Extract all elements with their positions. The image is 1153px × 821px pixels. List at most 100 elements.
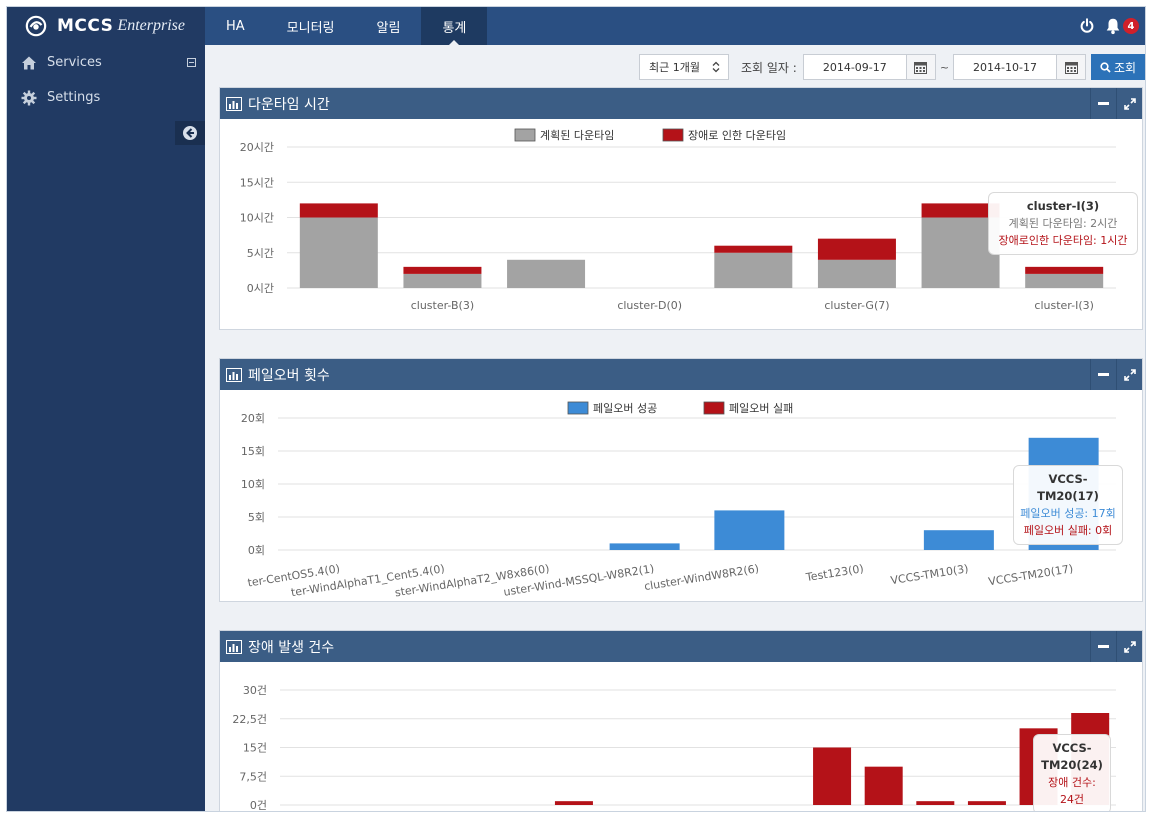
bar — [403, 273, 482, 288]
start-date-input[interactable]: 2014-09-17 — [802, 54, 907, 80]
y-tick-label: 0시간 — [247, 282, 274, 295]
chart-tooltip: VCCS-TM20(17) 페일오버 성공: 17회 페일오버 실패: 0회 — [1013, 465, 1123, 545]
bell-icon[interactable] — [1104, 17, 1122, 35]
minimize-button[interactable] — [1090, 631, 1116, 662]
panel-header: 장애 발생 건수 — [220, 631, 1142, 662]
y-tick-label: 15시간 — [240, 176, 274, 189]
sidebar-toggle-button[interactable] — [175, 121, 205, 145]
x-tick-label: cluster-I(3) — [1034, 299, 1094, 312]
bar — [714, 245, 793, 253]
brand-name: MCCS — [57, 16, 114, 36]
tab-alerts[interactable]: 알림 — [376, 20, 401, 36]
tooltip-title: VCCS- — [1052, 741, 1092, 755]
bar — [507, 259, 586, 288]
brand-logo[interactable]: MCCS Enterprise — [7, 7, 205, 45]
tab-ha[interactable]: HA — [226, 18, 245, 34]
bar — [554, 801, 593, 805]
bar — [864, 766, 903, 805]
end-date-input[interactable]: 2014-10-17 — [953, 54, 1058, 80]
calendar-icon — [914, 61, 928, 74]
tooltip-title: cluster-I(3) — [1026, 199, 1100, 213]
x-tick-label: VCCS-TM10(3) — [890, 562, 970, 587]
date-separator: ~ — [939, 60, 950, 74]
x-tick-label: cluster-B(3) — [411, 299, 474, 312]
brand-edition: Enterprise — [117, 17, 185, 34]
search-button-label: 조회 — [1113, 60, 1137, 75]
top-actions: 4 — [1070, 7, 1139, 45]
search-button[interactable]: 조회 — [1091, 54, 1145, 80]
panel-header: 다운타임 시간 — [220, 88, 1142, 119]
y-tick-label: 15건 — [243, 742, 267, 755]
legend-swatch — [567, 401, 589, 415]
chart-icon — [226, 367, 242, 382]
tooltip-line: 장애로인한 다운타임: 1시간 — [998, 234, 1128, 247]
legend-label: 장애로 인한 다운타임 — [688, 129, 786, 142]
y-tick-label: 7,5건 — [239, 770, 267, 783]
y-tick-label: 0회 — [248, 544, 265, 557]
bar — [299, 203, 378, 218]
bar — [916, 801, 955, 805]
legend-swatch — [662, 128, 684, 142]
sidebar-item-services[interactable]: Services — [7, 45, 205, 80]
tab-monitoring[interactable]: 모니터링 — [286, 20, 335, 36]
panel-header: 페일오버 횟수 — [220, 359, 1142, 390]
bar — [921, 203, 1000, 218]
tooltip-line: 페일오버 성공: 17회 — [1020, 507, 1116, 520]
y-tick-label: 20시간 — [240, 141, 274, 154]
bar — [714, 510, 785, 550]
y-tick-label: 0건 — [250, 799, 267, 812]
y-tick-label: 10회 — [241, 478, 265, 491]
legend-label: 페일오버 성공 — [593, 401, 657, 415]
downtime-chart: 계획된 다운타임 장애로 인한 다운타임 0시간 5시간 10시간 15시간 20시간 clu… — [240, 128, 1116, 312]
bar — [609, 543, 680, 550]
arrow-left-circle-icon — [183, 126, 197, 140]
sidebar-item-label: Services — [47, 55, 102, 70]
collapse-icon[interactable] — [187, 58, 196, 67]
period-select[interactable]: 최근 1개월 — [639, 54, 729, 80]
x-tick-label: cluster-G(7) — [824, 299, 889, 312]
start-calendar-button[interactable] — [906, 54, 936, 80]
end-calendar-button[interactable] — [1057, 54, 1087, 80]
x-tick-label: cluster-D(0) — [617, 299, 682, 312]
legend-swatch — [514, 128, 536, 142]
tooltip-title: VCCS-TM20(17) — [1037, 472, 1099, 503]
x-tick-label: VCCS-TM20(17) — [987, 562, 1074, 588]
gear-icon — [21, 90, 37, 105]
date-label: 조회 일자 : — [740, 60, 797, 75]
downtime-panel: 다운타임 시간 계획된 다운타임 장애로 인한 다운타임 0시간 5시간 10시간 15시… — [219, 87, 1143, 330]
top-nav: HA 모니터링 알림 통계 — [205, 7, 488, 45]
tooltip-line: 장애 건수: 24건 — [1048, 776, 1096, 806]
expand-button[interactable] — [1116, 88, 1142, 119]
minus-icon — [1098, 373, 1109, 376]
bar — [967, 801, 1006, 805]
power-icon[interactable] — [1078, 17, 1096, 35]
sidebar-item-settings[interactable]: Settings — [7, 80, 205, 115]
bar — [813, 747, 852, 805]
panel-title: 장애 발생 건수 — [248, 639, 335, 656]
x-tick-label: Test123(0) — [804, 562, 865, 584]
y-tick-label: 5시간 — [247, 247, 274, 260]
chart-icon — [226, 639, 242, 654]
notification-badge: 4 — [1123, 18, 1139, 34]
tooltip-line: 계획된 다운타임: 2시간 — [1008, 217, 1118, 230]
y-tick-label: 5회 — [248, 511, 265, 524]
calendar-icon — [1064, 61, 1078, 74]
expand-icon — [1123, 368, 1136, 381]
expand-button[interactable] — [1116, 631, 1142, 662]
minimize-button[interactable] — [1090, 359, 1116, 390]
expand-icon — [1123, 640, 1136, 653]
legend-label: 페일오버 실패 — [729, 401, 793, 415]
bar — [299, 217, 378, 288]
tab-statistics[interactable]: 통계 — [421, 7, 488, 45]
failover-panel: 페일오버 횟수 페일오버 성공 페일오버 실패 0회 5회 10회 15회 20회 ter-C… — [219, 358, 1143, 602]
faults-chart: 0건 7,5건 15건 22,5건 30건 — [232, 684, 1116, 812]
sort-arrows-icon — [712, 61, 720, 73]
tooltip-line: 페일오버 실패: 0회 — [1023, 524, 1113, 537]
minimize-button[interactable] — [1090, 88, 1116, 119]
filter-bar: 최근 1개월 조회 일자 : 2014-09-17 ~ 2014-10-17 — [639, 54, 1145, 80]
top-bar: MCCS Enterprise HA 모니터링 알림 통계 4 — [7, 7, 1145, 45]
home-icon — [22, 56, 36, 69]
chart-tooltip: cluster-I(3) 계획된 다운타임: 2시간 장애로인한 다운타임: 1… — [988, 192, 1138, 255]
panel-title: 다운타임 시간 — [248, 96, 330, 113]
expand-button[interactable] — [1116, 359, 1142, 390]
